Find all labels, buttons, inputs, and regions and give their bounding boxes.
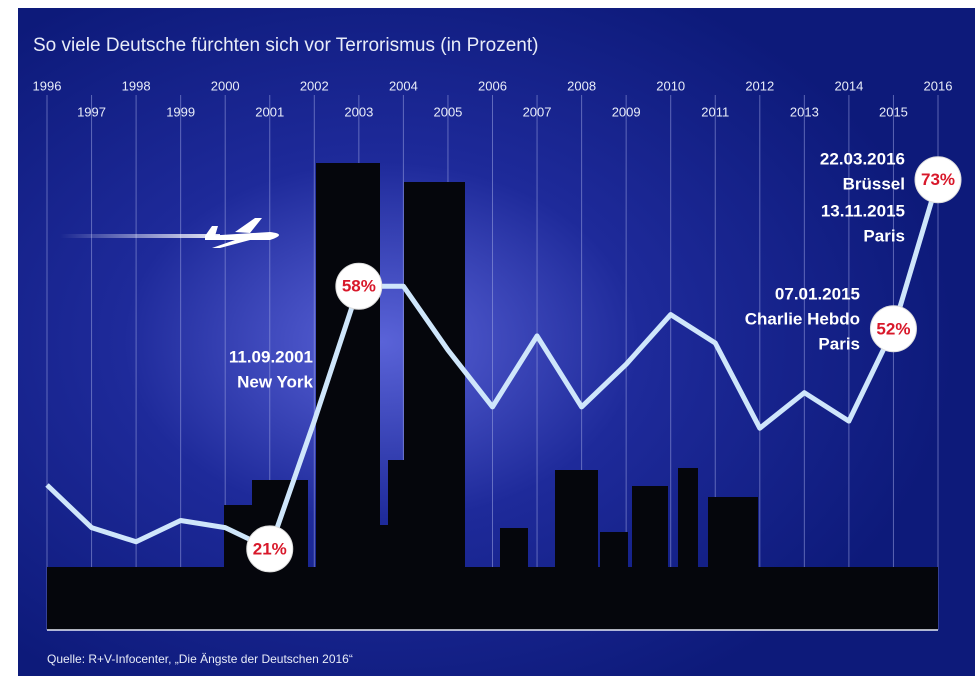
x-tick-label: 2016 [924,78,953,93]
value-label: 52% [876,319,910,338]
x-tick-label: 1998 [122,78,151,93]
x-tick-label: 2005 [433,104,462,119]
background [18,8,975,676]
x-tick-label: 2011 [701,104,729,119]
skyline [47,163,938,630]
chart-title: So viele Deutsche fürchten sich vor Terr… [33,35,538,56]
x-tick-label: 2012 [745,78,774,93]
x-tick-label: 2000 [211,78,240,93]
airplane [60,218,279,248]
value-label: 58% [342,277,376,296]
x-tick-label: 2010 [656,78,685,93]
value-marker [914,156,962,204]
annotation-text: 11.09.2001 [229,347,313,366]
x-tick-label: 2003 [344,104,373,119]
source: Quelle: R+V-Infocenter, „Die Ängste der … [47,652,353,666]
x-tick-label: 2001 [255,104,284,119]
annotation-text: Charlie Hebdo [745,309,860,328]
x-tick-label: 1999 [166,104,195,119]
data-line [45,178,941,552]
x-tick-label: 2007 [523,104,552,119]
x-tick-label: 1997 [77,104,106,119]
annotation-text: Paris [863,226,905,245]
x-tick-label: 2004 [389,78,418,93]
x-tick-label: 2013 [790,104,819,119]
x-tick-label: 2009 [612,104,641,119]
annotation-text: New York [237,372,313,391]
x-tick-label: 2008 [567,78,596,93]
annotation: 11.09.2001 New York 07.01.2015 Charlie H… [229,149,905,391]
x-tick-label: 2014 [834,78,863,93]
x-tick-label: 2002 [300,78,329,93]
value-label: 21% [253,539,287,558]
value-marker [869,305,917,353]
x-tick-label: 1996 [33,78,62,93]
annotation-text: 07.01.2015 [775,284,860,303]
value-marker [246,525,294,573]
value-marker [335,262,383,310]
value-label: 73% [921,170,955,189]
x-tick-label: 2015 [879,104,908,119]
annotation-text: 13.11.2015 [821,201,905,220]
x-tick-label: 2006 [478,78,507,93]
annotation-text: Brüssel [843,174,905,193]
annotation-text: 22.03.2016 [820,149,905,168]
annotation-text: Paris [818,334,860,353]
